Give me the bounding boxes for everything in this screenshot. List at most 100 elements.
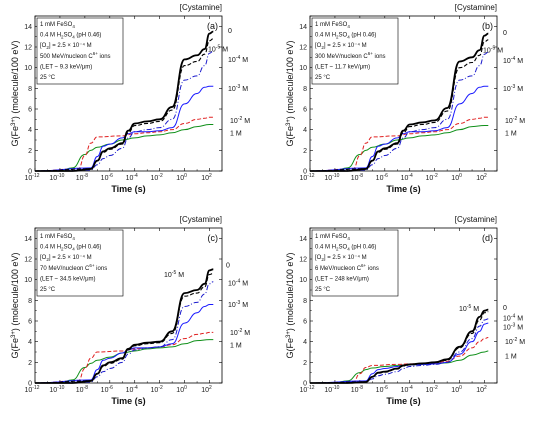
curve-label: 10-5 M	[483, 46, 503, 55]
x-axis-label: Time (s)	[386, 396, 420, 406]
panel-letter: (d)	[482, 233, 493, 243]
x-tick-label: 10-12	[299, 385, 314, 394]
x-tick-label: 10-6	[101, 173, 113, 182]
curve-label: 10-4 M	[228, 278, 248, 287]
y-tick-label: 14	[24, 24, 32, 31]
y-tick-label: 6	[28, 319, 32, 326]
info-line: 6 MeV/nucleon C6+ ions	[315, 263, 379, 272]
series-line	[34, 85, 214, 172]
curve-label: 0	[226, 263, 230, 270]
x-axis-label: Time (s)	[111, 184, 145, 194]
panel-letter: (a)	[207, 21, 218, 31]
y-tick-label: 0	[303, 381, 307, 388]
info-line: 1 mM FeSO4	[40, 22, 75, 29]
y-tick-label: 2	[28, 148, 32, 155]
x-tick-label: 102	[476, 385, 487, 394]
x-tick-label: 10-8	[76, 385, 88, 394]
y-tick-label: 6	[303, 107, 307, 114]
series-line	[309, 322, 489, 384]
x-tick-label: 10-4	[401, 173, 413, 182]
plot-frame	[34, 227, 223, 384]
chart-panel-1: [Cystamine] 0 2 4 6 8 10 12 14 10-12 10-10 10-8 10-6…	[285, 3, 525, 194]
y-tick-label: 4	[303, 339, 307, 346]
x-tick-label: 100	[176, 173, 187, 182]
x-tick-label: 100	[176, 385, 187, 394]
y-tick-label: 2	[303, 360, 307, 367]
info-line: 25 °C	[315, 287, 331, 293]
panel-letter: (b)	[482, 21, 493, 31]
curve-label: 1 M	[505, 354, 517, 361]
y-tick-label: 14	[299, 236, 307, 243]
y-tick-label: 12	[299, 45, 307, 52]
y-axis-label: G(Fe3+) (molecule/100 eV)	[285, 41, 295, 147]
y-axis-label: G(Fe3+) (molecule/100 eV)	[10, 253, 20, 359]
x-tick-label: 10-2	[151, 173, 163, 182]
info-line: [O2] = 2.5 × 10⁻⁴ M	[315, 42, 367, 50]
info-line: 1 mM FeSO4	[315, 22, 350, 29]
y-axis-label: G(Fe3+) (molecule/100 eV)	[10, 41, 20, 147]
series-line	[34, 303, 214, 384]
curve-label: 0	[228, 28, 232, 35]
x-tick-label: 10-6	[376, 173, 388, 182]
y-tick-label: 14	[24, 236, 32, 243]
y-tick-label: 4	[303, 127, 307, 134]
info-line: 0.4 M H2SO4 (pH 0.46)	[40, 245, 101, 252]
curve-label: 10-3 M	[228, 84, 248, 93]
corner-label: [Cystamine]	[455, 3, 497, 12]
y-tick-label: 4	[28, 339, 32, 346]
y-tick-label: 6	[303, 319, 307, 326]
series-line	[309, 125, 489, 172]
x-tick-label: 10-8	[351, 173, 363, 182]
curve-label: 10-3 M	[228, 300, 248, 309]
curve-label: 10-4 M	[503, 56, 523, 65]
curve-label: 10-4 M	[503, 313, 523, 322]
x-tick-label: 100	[451, 173, 462, 182]
plot-frame	[309, 227, 498, 384]
series-line	[34, 50, 214, 172]
chart-panel-3: [Cystamine] 0 2 4 6 8 10 12 14 10-12 10-10 10-8 10-6…	[285, 215, 525, 406]
x-tick-label: 10-4	[126, 385, 138, 394]
info-line: 25 °C	[315, 75, 331, 81]
y-tick-label: 12	[299, 257, 307, 264]
info-line: 1 mM FeSO4	[315, 234, 350, 241]
y-tick-label: 2	[28, 360, 32, 367]
x-tick-label: 10-10	[49, 173, 64, 182]
curve-label: 10-5 M	[164, 270, 184, 279]
info-box	[36, 229, 124, 297]
x-tick-label: 10-12	[24, 385, 39, 394]
x-tick-label: 10-12	[24, 173, 39, 182]
chart-panel-2: [Cystamine] 0 2 4 6 8 10 12 14 10-12 10-10 10-8 10-6…	[10, 215, 250, 406]
info-line: 0.4 M H2SO4 (pH 0.46)	[315, 245, 376, 252]
info-line: 25 °C	[40, 75, 56, 81]
corner-label: [Cystamine]	[455, 215, 497, 224]
chart-panel-0: [Cystamine] 0 2 4 6 8 10 12 14 10-12 10-10 10-8 10-6…	[10, 3, 250, 194]
x-tick-label: 10-6	[376, 385, 388, 394]
curve-label: 1 M	[230, 130, 242, 137]
info-line: [O2] = 2.5 × 10⁻⁴ M	[40, 254, 92, 262]
info-box	[36, 17, 124, 85]
y-tick-label: 4	[28, 127, 32, 134]
panel-letter: (c)	[208, 233, 219, 243]
series-line	[34, 281, 214, 384]
x-tick-label: 10-2	[426, 385, 438, 394]
y-tick-label: 0	[28, 381, 32, 388]
y-tick-label: 8	[28, 86, 32, 93]
series-line	[34, 268, 214, 384]
info-box	[311, 229, 399, 297]
y-tick-label: 10	[299, 277, 307, 284]
x-tick-label: 10-4	[126, 173, 138, 182]
y-tick-label: 8	[28, 298, 32, 305]
x-tick-label: 10-10	[324, 385, 339, 394]
info-line: (LET ~ 11.7 keV/μm)	[315, 64, 370, 70]
corner-label: [Cystamine]	[180, 215, 222, 224]
curve-label: 0	[503, 30, 507, 37]
info-line: 0.4 M H2SO4 (pH 0.46)	[315, 33, 376, 40]
info-line: (LET ~ 34.5 keV/μm)	[40, 276, 96, 282]
x-tick-label: 102	[476, 173, 487, 182]
y-tick-label: 12	[24, 257, 32, 264]
series-line	[309, 85, 489, 172]
series-line	[309, 51, 489, 172]
curve-label: 10-2 M	[230, 116, 250, 125]
info-line: 70 MeV/nucleon C6+ ions	[40, 263, 107, 272]
curve-label: 10-2 M	[505, 337, 525, 346]
